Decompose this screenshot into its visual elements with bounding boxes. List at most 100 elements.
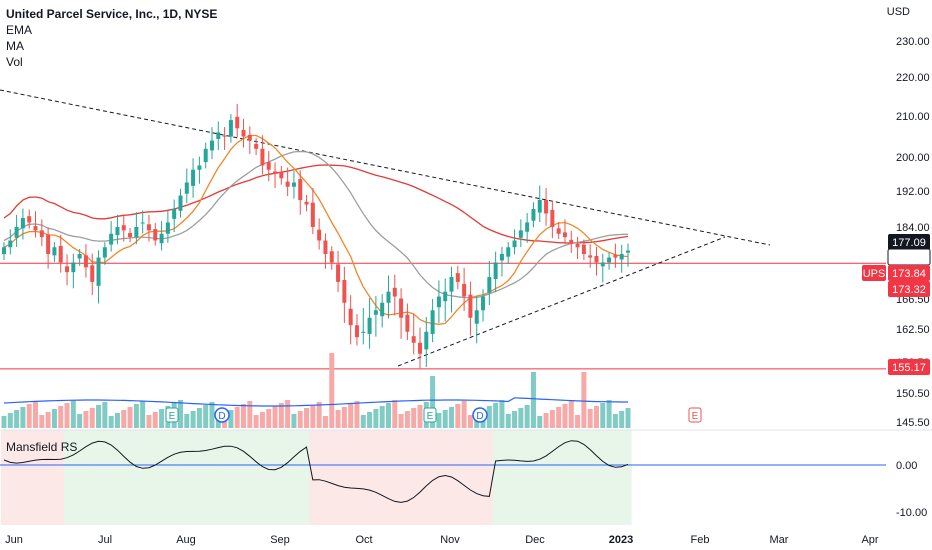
x-axis-label: Nov — [440, 534, 460, 546]
candle-body — [493, 262, 498, 279]
price-badge — [888, 234, 930, 250]
event-marker-e: E — [688, 407, 702, 423]
price-badge-label: UPS — [863, 268, 886, 280]
event-label: D — [476, 411, 483, 422]
rs-background-band — [353, 430, 361, 525]
volume-bar — [593, 406, 599, 428]
rs-background-band — [479, 430, 487, 525]
volume-bar — [417, 405, 423, 428]
volume-bar — [587, 409, 593, 428]
candle-body — [304, 201, 309, 205]
price-badge — [888, 359, 930, 375]
rs-background-band — [240, 430, 248, 525]
volume-indicator-label[interactable]: Vol — [6, 55, 23, 69]
volume-bar — [524, 405, 530, 428]
rs-background-band — [568, 430, 575, 525]
rs-background-band — [57, 430, 65, 525]
volume-average-line — [3, 397, 628, 407]
candle-body — [58, 245, 63, 263]
volume-bar — [575, 415, 581, 428]
volume-bar — [398, 414, 404, 428]
earnings-badge — [423, 407, 437, 423]
candle-body — [285, 181, 290, 187]
volume-bar — [114, 413, 120, 428]
rs-background-band — [120, 430, 128, 525]
volume-bar — [228, 410, 234, 428]
rs-background-band — [473, 430, 481, 525]
rs-background-band — [32, 430, 40, 525]
volume-bar — [461, 401, 467, 428]
rs-background-band — [316, 430, 323, 525]
volume-bar — [285, 400, 291, 428]
rs-background-band — [284, 430, 292, 525]
candle-body — [291, 182, 296, 187]
volume-bar — [278, 403, 284, 428]
volume-bar — [83, 411, 89, 428]
mansfield-rs-line — [3, 440, 629, 503]
earnings-badge — [688, 407, 702, 423]
candle-body — [361, 331, 366, 333]
candle-body — [52, 247, 57, 256]
volume-bar — [442, 410, 448, 428]
candle-body — [525, 222, 530, 232]
candle-body — [260, 148, 265, 166]
volume-bar — [329, 353, 335, 428]
volume-bar — [184, 414, 190, 428]
price-badge — [888, 265, 930, 281]
candle-body — [317, 229, 322, 241]
candle-body — [65, 266, 70, 273]
y-axis-tick: 210.00 — [896, 111, 930, 123]
y-axis-tick: 184.00 — [896, 222, 930, 234]
rs-background-band — [580, 430, 588, 525]
symbol-title[interactable]: United Parcel Service, Inc., 1D, NYSE — [6, 7, 218, 21]
event-label: E — [692, 411, 699, 422]
mansfield-rs-label[interactable]: Mansfield RS — [6, 440, 78, 454]
candle-body — [134, 227, 139, 238]
candle-body — [581, 244, 586, 254]
candle-body — [468, 294, 473, 318]
x-axis-label: Oct — [355, 534, 372, 546]
candle-body — [506, 247, 511, 257]
rs-axis-tick: -10.00 — [896, 507, 927, 519]
candle-body — [254, 143, 259, 149]
volume-bar — [51, 409, 57, 428]
volume-bar — [348, 404, 354, 428]
volume-bar — [259, 412, 265, 428]
x-axis-label: Aug — [176, 534, 196, 546]
x-axis-label: Dec — [525, 534, 545, 546]
volume-bar — [177, 400, 183, 428]
price-badge-label: 177.09 — [892, 237, 926, 249]
candle-body — [367, 317, 372, 334]
candle-body — [14, 227, 19, 238]
candle-body — [449, 277, 454, 292]
volume-bar — [537, 416, 543, 428]
volume-bar — [411, 408, 417, 428]
rs-background-band — [322, 430, 330, 525]
rs-background-band — [605, 430, 613, 525]
ema-indicator-label[interactable]: EMA — [6, 23, 33, 37]
ma-indicator-label[interactable]: MA — [6, 39, 24, 53]
rs-background-band — [498, 430, 506, 525]
volume-bar — [159, 409, 165, 428]
volume-bar — [430, 376, 436, 428]
rs-background-band — [38, 430, 46, 525]
volume-bar — [619, 411, 625, 428]
rs-background-band — [536, 430, 544, 525]
candle-body — [71, 262, 76, 273]
volume-bar — [297, 411, 303, 428]
rs-background-band — [265, 430, 273, 525]
candle-body — [342, 279, 347, 303]
rs-background-band — [397, 430, 405, 525]
candle-body — [146, 224, 151, 231]
descending-trendline — [0, 89, 771, 246]
candle-body — [159, 233, 164, 244]
rs-background-band — [152, 430, 159, 525]
volume-bar — [102, 402, 108, 428]
candle-body — [228, 120, 233, 137]
rs-background-band — [423, 430, 430, 525]
candle-body — [210, 140, 214, 151]
candle-body — [77, 253, 82, 259]
candle-body — [140, 222, 145, 224]
rs-background-band — [246, 430, 254, 525]
